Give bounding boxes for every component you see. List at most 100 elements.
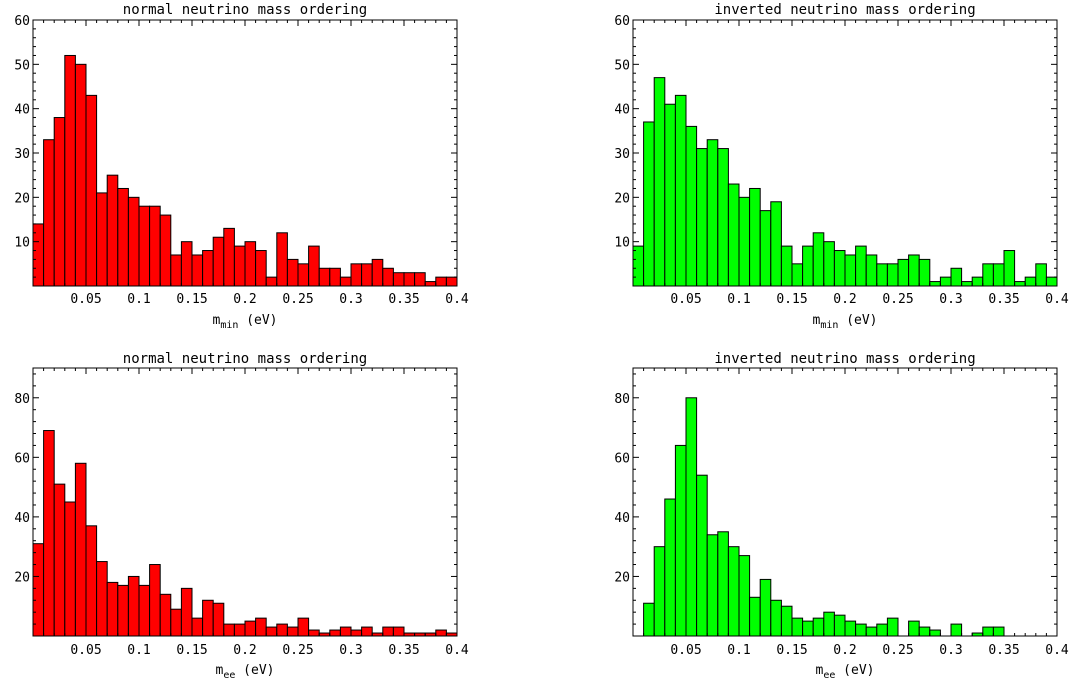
histogram-bar [170,608,182,637]
histogram-bar [855,623,867,637]
histogram-bar [170,254,182,287]
histogram-bar [106,174,119,287]
chart-title: inverted neutrino mass ordering [714,351,975,367]
histogram-bar [653,77,666,287]
histogram-bar [424,281,437,287]
x-tick-label: 0.15 [776,643,807,658]
histogram-bar [138,584,151,637]
x-axis-label: mee (eV) [815,663,874,678]
histogram-bar [286,258,299,287]
x-tick-label: 0.25 [282,292,313,307]
histogram-bar [982,263,994,287]
histogram-bar [202,599,214,637]
x-tick-label: 0.1 [127,292,150,307]
histogram-bar [149,205,161,287]
histogram-bar [717,148,729,287]
histogram-bar [950,623,963,637]
histogram-bar [727,546,740,637]
histogram-bar [674,444,687,637]
histogram-panel: 0.05 0.1 0.15 0.2 0.25 0.3 0.35 0.4 20 40 60 80 norm… [14,351,469,678]
x-tick-label: 0.2 [833,292,856,307]
y-tick-label: 10 [14,236,30,251]
x-tick-label: 0.3 [939,643,962,658]
histogram-bar [876,623,888,637]
y-tick-label: 30 [14,147,30,162]
y-tick-label: 80 [614,392,630,407]
histogram-bar [908,620,920,637]
histogram-bar [382,267,394,287]
histogram-bar [886,617,899,637]
y-tick-label: 60 [614,451,630,466]
histogram-bar [653,546,666,637]
histogram-bar [727,183,740,287]
histogram-bar [1045,276,1058,287]
histogram-bar [223,623,235,637]
histogram-bar [371,258,384,287]
histogram-bar [350,263,363,287]
histogram-bar [759,578,772,637]
histogram-bar [117,584,129,637]
histogram-bar [64,501,76,637]
histogram-bar [918,626,931,637]
histogram-bar [823,241,835,287]
histogram-bar [696,148,708,287]
x-tick-label: 0.35 [988,292,1019,307]
histogram-bar [770,599,782,637]
histogram-bar [674,94,687,287]
histogram-bar [632,245,645,287]
histogram-bar [897,258,910,287]
histogram-bar [392,626,405,637]
x-tick-label: 0.4 [1045,643,1069,658]
histogram-bar [950,267,963,287]
x-tick-label: 0.2 [233,643,256,658]
histogram-bar [833,614,846,637]
histogram-bar [414,272,426,287]
histogram-bar [361,263,373,287]
histogram-bar [276,623,288,637]
histogram-bar [53,483,66,637]
histogram-bar [435,276,447,287]
histogram-bar [329,629,341,637]
x-tick-label: 0.15 [176,643,207,658]
histogram-bar [865,254,878,287]
histogram-bar [265,626,278,637]
y-tick-label: 20 [614,191,630,206]
histogram-bar [180,587,193,637]
histogram-bar [212,236,225,287]
histogram-bar [127,575,140,637]
histogram-bar [696,474,708,637]
histogram-bar [844,620,857,637]
y-tick-label: 40 [614,511,630,526]
histogram-bar [685,125,698,287]
histogram-bar [1035,263,1047,287]
x-axis-label: mmin (eV) [212,313,277,331]
histogram-bar [297,617,310,637]
y-tick-label: 40 [14,511,30,526]
histogram-bar [664,498,676,637]
x-tick-label: 0.2 [233,292,256,307]
y-tick-label: 80 [14,392,30,407]
x-tick-label: 0.1 [727,643,750,658]
histogram-bar [308,629,320,637]
histogram-bar [664,103,676,287]
histogram-bar [106,581,119,637]
histogram-bar [706,139,719,287]
y-tick-label: 40 [14,103,30,118]
y-tick-label: 30 [614,147,630,162]
histogram-bar [392,272,405,287]
y-tick-label: 20 [14,191,30,206]
x-tick-label: 0.05 [670,292,701,307]
x-axis-label: mee (eV) [215,663,274,678]
histogram-bar [992,626,1005,637]
histogram-bar [1014,281,1026,287]
histogram-bar [74,63,87,287]
histogram-bar [382,626,394,637]
x-tick-label: 0.4 [445,292,469,307]
histogram-bar [361,626,373,637]
histogram-bar [350,629,363,637]
histogram-bar [159,593,172,637]
chart-title: normal neutrino mass ordering [123,2,367,18]
x-tick-label: 0.35 [388,643,419,658]
histogram-bar [149,564,161,637]
histogram-bar [96,561,108,637]
